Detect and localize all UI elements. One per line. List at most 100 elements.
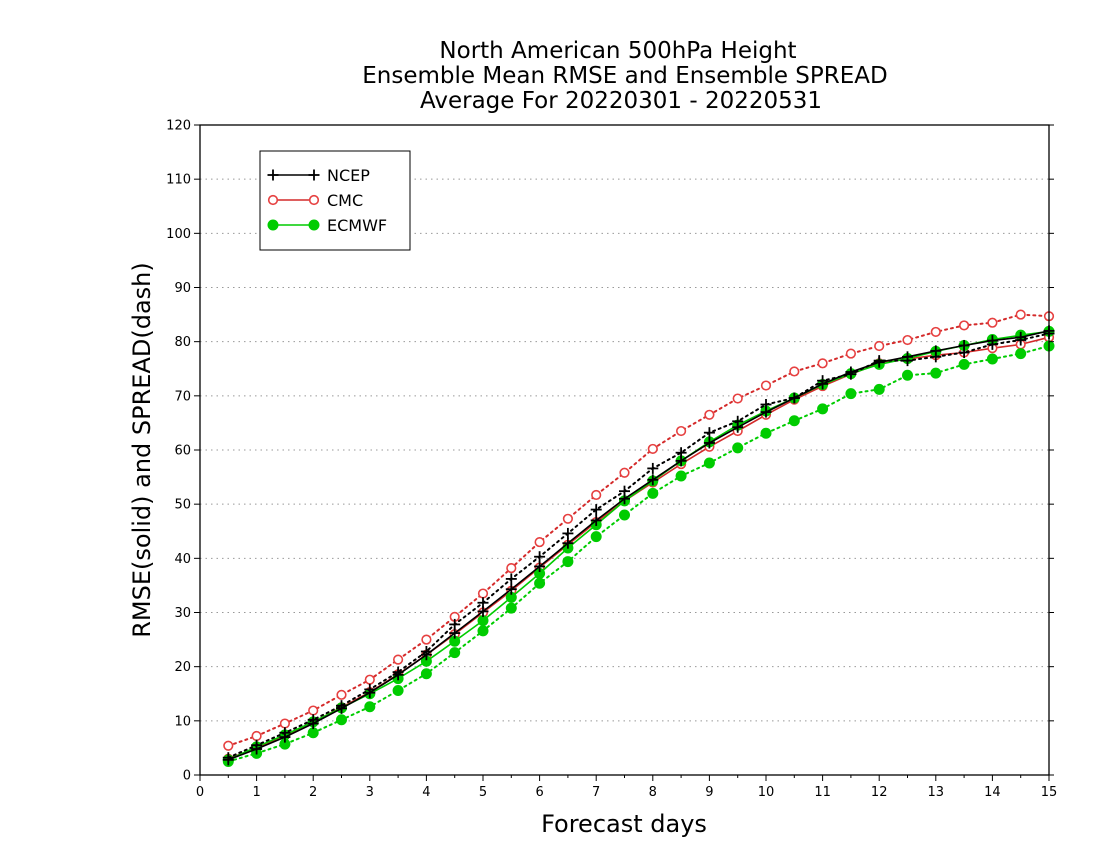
x-tick-label: 15: [1041, 785, 1058, 800]
series-ncep-rmse-point: [703, 437, 715, 449]
series-cmc-spread-line: [227, 313, 1050, 747]
series-ncep-spread-point: [647, 462, 659, 474]
series-cmc-spread-point: [845, 348, 857, 359]
x-tick-label: 14: [984, 785, 1001, 800]
legend-cmc-marker: [267, 194, 279, 206]
series-ecmwf-spread-point: [675, 470, 687, 482]
series-ncep-rmse-point: [817, 378, 829, 390]
series-ncep-spread-point: [534, 551, 546, 563]
series-ncep-rmse-point: [930, 345, 942, 357]
series-ncep-spread-point: [505, 573, 517, 585]
y-tick-label: 10: [174, 714, 191, 729]
series-ncep-spread-point: [562, 527, 574, 539]
series-cmc-spread-point: [902, 334, 913, 346]
series-ecmwf-spread-point: [307, 727, 319, 739]
y-tick-label: 20: [174, 660, 191, 675]
legend-ncep-marker: [308, 169, 320, 181]
series-cmc-spread-point: [279, 718, 291, 729]
y-tick-label: 60: [174, 444, 191, 459]
series-cmc-spread-point: [506, 562, 517, 574]
series-ncep-rmse-point: [647, 474, 659, 486]
series-cmc-rmse-line: [228, 336, 1050, 760]
series-cmc-spread-point: [987, 317, 998, 328]
series-cmc-spread-point: [704, 409, 715, 420]
series-cmc-spread-point: [675, 425, 687, 437]
series-ecmwf-spread-point: [336, 714, 347, 726]
series-ecmwf-spread-point: [562, 556, 574, 568]
x-tick-label: 3: [366, 785, 374, 800]
series-cmc-spread-point: [364, 674, 375, 685]
x-axis-title: Forecast days: [541, 810, 707, 838]
series-ncep-rmse-point: [251, 743, 263, 755]
legend-ecmwf-marker: [267, 219, 279, 231]
series-ncep-rmse-point: [279, 731, 291, 743]
title-line-1: North American 500hPa Height: [439, 38, 796, 64]
series-ncep-rmse-point: [1015, 331, 1027, 343]
series-ncep-rmse-point: [675, 455, 687, 467]
series-ncep-rmse-point: [505, 583, 517, 595]
x-tick-label: 1: [252, 785, 260, 800]
legend-cmc-label: CMC: [327, 191, 363, 210]
series-ncep-rmse-point: [307, 718, 319, 730]
legend-cmc-marker: [308, 194, 320, 206]
series-ecmwf-spread-point: [647, 487, 659, 499]
series-ncep-rmse-point: [222, 754, 234, 766]
series-ecmwf-rmse-line: [227, 330, 1050, 761]
series-ncep-rmse-point: [986, 335, 998, 347]
y-tick-label: 110: [166, 173, 191, 188]
series-ecmwf-spread-point: [873, 383, 885, 395]
series-ecmwf-spread-point: [902, 369, 913, 381]
series-cmc-spread-point: [562, 513, 574, 524]
series-ncep-rmse-point: [364, 687, 376, 699]
series-ecmwf-spread-point: [619, 509, 630, 521]
series-ecmwf-spread-point: [703, 457, 715, 469]
x-tick-label: 8: [649, 785, 657, 800]
series-ecmwf-spread-point: [534, 577, 546, 589]
legend: NCEP CMC ECMWF: [259, 150, 411, 251]
series-ecmwf-spread-point: [420, 668, 432, 680]
series-cmc-spread-point: [619, 467, 630, 478]
grid-lines: [200, 178, 1049, 722]
legend-ncep-label: NCEP: [327, 166, 370, 185]
series-ncep-rmse-point: [392, 669, 404, 681]
series-ecmwf-spread-point: [392, 685, 404, 696]
y-tick-label: 90: [174, 281, 191, 296]
plot-series: [222, 309, 1055, 767]
x-tick-label: 4: [422, 785, 430, 800]
series-cmc-spread-point: [393, 654, 404, 665]
y-tick-label: 80: [174, 335, 191, 350]
series-ncep-rmse-point: [336, 702, 347, 714]
series-ncep-rmse-point: [732, 421, 744, 433]
x-tick-label: 5: [479, 785, 487, 800]
series-ncep-rmse-point: [873, 356, 885, 368]
series-ecmwf-spread-point: [930, 367, 942, 379]
series-ecmwf-spread-point: [732, 442, 744, 454]
series-cmc-spread-point: [732, 393, 743, 404]
series-ecmwf-spread-point: [1015, 348, 1027, 360]
series-ncep-rmse-point: [760, 406, 772, 418]
series-ecmwf-rmse-point: [477, 615, 489, 627]
series-cmc-spread-point: [930, 326, 941, 338]
x-tick-label: 6: [535, 785, 543, 800]
series-ncep-rmse-point: [902, 351, 913, 363]
x-tick-label: 11: [814, 785, 831, 800]
series-ecmwf-spread-point: [845, 388, 857, 400]
legend-ecmwf-marker: [308, 219, 320, 231]
series-cmc-spread-point: [789, 366, 800, 377]
series-ecmwf-spread-point: [590, 531, 602, 543]
series-cmc-spread-point: [336, 689, 347, 700]
x-tick-label: 9: [705, 785, 713, 800]
x-tick-label: 2: [309, 785, 317, 800]
series-ncep-rmse-point: [534, 560, 546, 572]
series-ecmwf-spread-point: [505, 602, 517, 614]
series-ecmwf-spread-point: [958, 358, 970, 370]
series-ncep-rmse-point: [477, 605, 489, 617]
series-ecmwf-spread-point: [760, 427, 772, 439]
series-cmc-spread-point: [647, 443, 658, 455]
series-ncep-rmse-point: [562, 537, 574, 549]
series-cmc-spread-point: [1015, 309, 1026, 320]
y-tick-label: 40: [174, 552, 191, 567]
series-ncep-spread-point: [703, 427, 715, 439]
series-cmc-spread-point: [477, 588, 489, 599]
